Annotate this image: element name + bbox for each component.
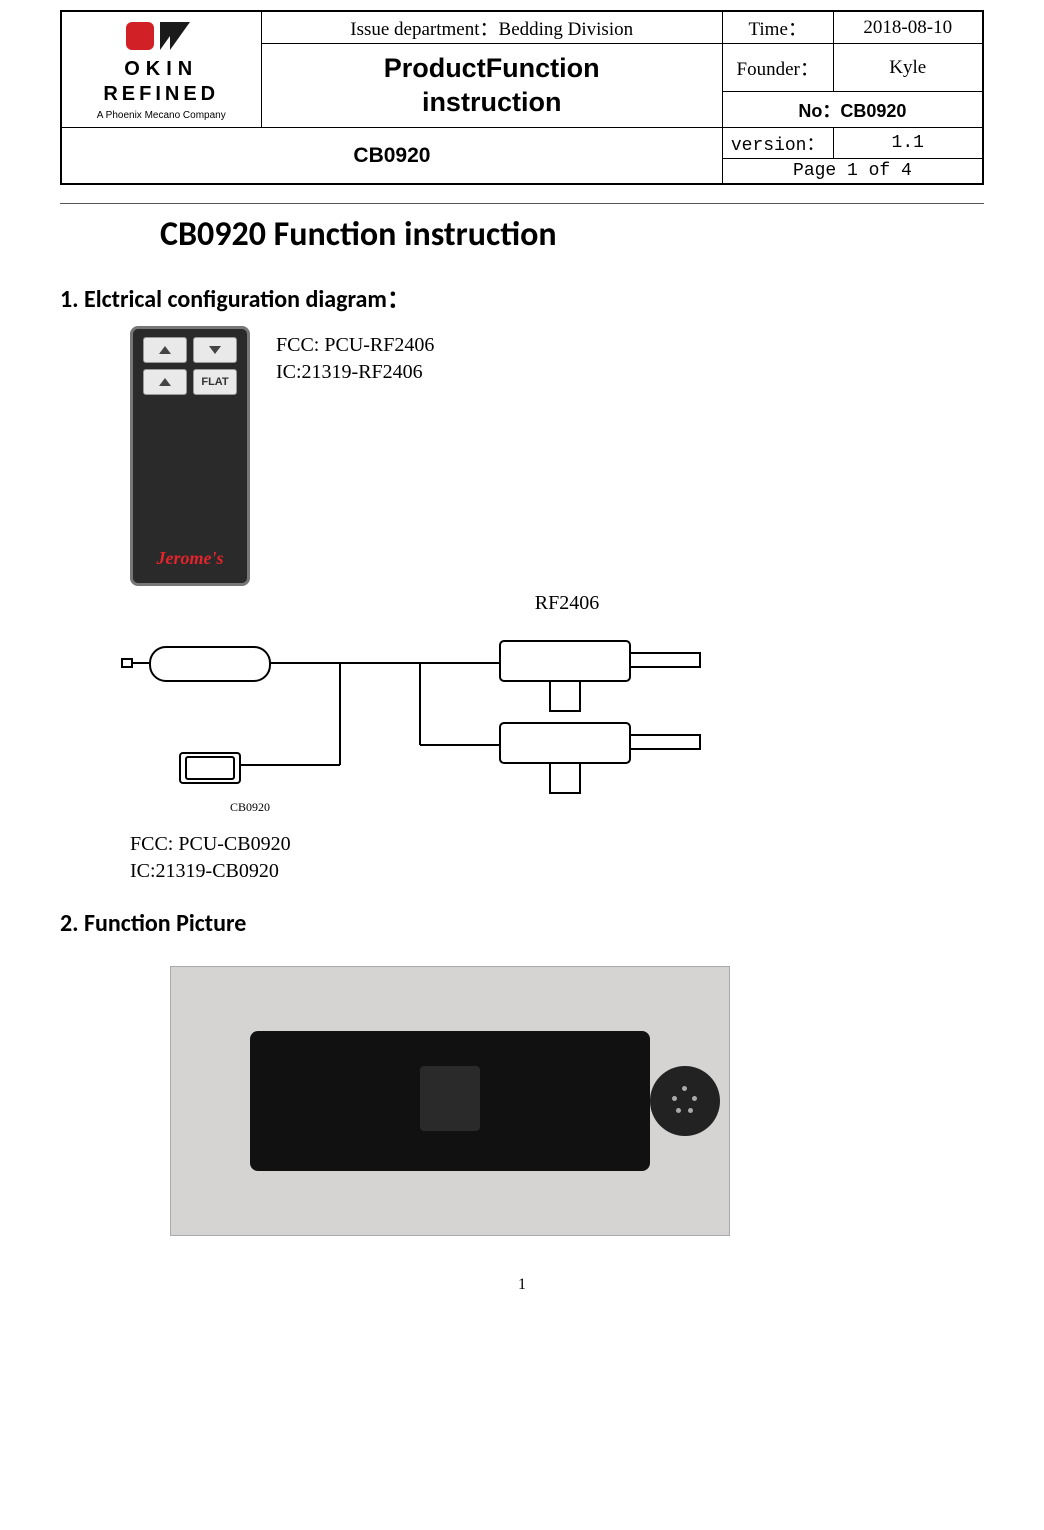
- document-main-title: CB0920 Function instruction: [160, 214, 984, 255]
- remote-row: FLAT Jerome's FCC: PCU-RF2406 IC:21319-R…: [130, 326, 984, 586]
- time-label: Time：: [722, 11, 833, 44]
- wiring-diagram: CB0920: [120, 635, 984, 815]
- company-logo: OKIN REFINED A Phoenix Mecano Company: [68, 18, 255, 121]
- document-number: No：CB0920: [722, 92, 983, 128]
- section-1-heading: 1. Elctrical configuration diagram：: [60, 279, 984, 314]
- logo-graphic: [126, 18, 196, 54]
- section-2-heading: 2. Function Picture: [60, 909, 984, 938]
- cb-ic: IC:21319-CB0920: [130, 858, 984, 885]
- issue-dept-label: Issue department：: [350, 19, 498, 40]
- logo-cell: OKIN REFINED A Phoenix Mecano Company: [61, 11, 261, 128]
- model-cell: CB0920: [61, 128, 722, 185]
- founder-value: Kyle: [833, 44, 983, 92]
- version-label: version：: [722, 128, 833, 159]
- divider: [60, 203, 984, 204]
- footer-page-number: 1: [60, 1276, 984, 1294]
- remote-flat-button: FLAT: [193, 369, 237, 395]
- doc-title-cell: ProductFunction instruction: [261, 44, 722, 128]
- product-body: [250, 1031, 650, 1171]
- jerome-logo: Jerome's: [157, 548, 224, 569]
- time-value: 2018-08-10: [833, 11, 983, 44]
- issue-department-cell: Issue department：Bedding Division: [261, 11, 722, 44]
- remote-cert-block: FCC: PCU-RF2406 IC:21319-RF2406: [276, 332, 434, 386]
- product-connector: [650, 1066, 720, 1136]
- founder-label: Founder：: [722, 44, 833, 92]
- version-value: 1.1: [833, 128, 983, 159]
- product-photo-wrap: [170, 966, 984, 1236]
- remote-column: FLAT Jerome's: [130, 326, 250, 586]
- product-photo: [170, 966, 730, 1236]
- page-info: Page 1 of 4: [722, 159, 983, 185]
- document-header-table: OKIN REFINED A Phoenix Mecano Company Is…: [60, 10, 984, 185]
- remote-ic: IC:21319-RF2406: [276, 359, 434, 386]
- product-port: [420, 1066, 480, 1131]
- remote-up-icon: [143, 337, 187, 363]
- remote-up2-icon: [143, 369, 187, 395]
- diagram-cb-label: CB0920: [230, 800, 984, 815]
- title-line1: ProductFunction: [384, 53, 600, 83]
- remote-control-image: FLAT Jerome's: [130, 326, 250, 586]
- cb-fcc: FCC: PCU-CB0920: [130, 831, 984, 858]
- logo-tagline: A Phoenix Mecano Company: [97, 110, 226, 121]
- remote-model-label: RF2406: [150, 592, 984, 615]
- issue-dept-value: Bedding Division: [499, 19, 634, 40]
- logo-refined-text: REFINED: [103, 83, 219, 106]
- logo-okin-text: OKIN: [124, 58, 198, 81]
- title-line2: instruction: [422, 87, 562, 117]
- cb-cert-block: FCC: PCU-CB0920 IC:21319-CB0920: [130, 831, 984, 885]
- remote-fcc: FCC: PCU-RF2406: [276, 332, 434, 359]
- remote-down-icon: [193, 337, 237, 363]
